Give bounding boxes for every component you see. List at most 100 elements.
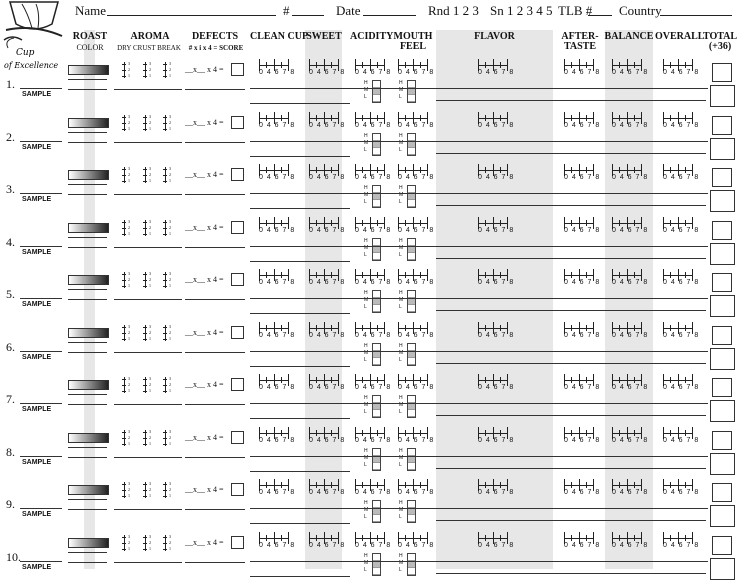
balance-scale[interactable]: 0 4 6 7 8: [612, 427, 647, 444]
notes-line[interactable]: [250, 88, 708, 89]
acidity-intensity-box[interactable]: [372, 238, 381, 261]
sample-name-field[interactable]: [20, 403, 62, 404]
mouthfeel-scale[interactable]: 0 4 6 7 8: [398, 532, 433, 549]
flavor-scale[interactable]: 0 4 6 7 8: [478, 112, 513, 129]
sweet-scale[interactable]: 0 4 6 7 8: [309, 479, 344, 496]
defect-score-box[interactable]: [231, 431, 244, 444]
sweet-scale[interactable]: 0 4 6 7 8: [309, 164, 344, 181]
defect-line[interactable]: [185, 457, 245, 458]
total-score-box[interactable]: [712, 116, 732, 135]
notes-line[interactable]: [436, 258, 706, 259]
tlb-field[interactable]: [588, 15, 612, 16]
final-score-box[interactable]: [710, 453, 735, 475]
defect-score-box[interactable]: [231, 168, 244, 181]
total-score-box[interactable]: [712, 326, 732, 345]
acidity-intensity-box[interactable]: [372, 290, 381, 313]
sample-name-field[interactable]: [20, 193, 62, 194]
roast-line[interactable]: [68, 457, 107, 458]
notes-line[interactable]: [250, 156, 350, 157]
sample-name-field[interactable]: [20, 351, 62, 352]
clean-cup-scale[interactable]: 0 4 6 7 8: [259, 59, 294, 76]
acidity-scale[interactable]: 0 4 6 7 8: [355, 112, 390, 129]
balance-scale[interactable]: 0 4 6 7 8: [612, 532, 647, 549]
session-label[interactable]: Sn 1 2 3 4 5: [490, 3, 553, 18]
acidity-scale[interactable]: 0 4 6 7 8: [355, 427, 390, 444]
aroma-line[interactable]: [114, 457, 182, 458]
flavor-scale[interactable]: 0 4 6 7 8: [478, 427, 513, 444]
notes-line[interactable]: [250, 208, 350, 209]
balance-scale[interactable]: 0 4 6 7 8: [612, 322, 647, 339]
acidity-scale[interactable]: 0 4 6 7 8: [355, 59, 390, 76]
sample-name-field[interactable]: [20, 561, 62, 562]
final-score-box[interactable]: [710, 295, 735, 317]
total-score-box[interactable]: [712, 483, 732, 502]
notes-line[interactable]: [250, 418, 350, 419]
final-score-box[interactable]: [710, 85, 735, 107]
sample-name-field[interactable]: [20, 456, 62, 457]
acidity-scale[interactable]: 0 4 6 7 8: [355, 164, 390, 181]
name-field[interactable]: [107, 15, 276, 16]
aroma-line[interactable]: [114, 247, 182, 248]
notes-line[interactable]: [436, 205, 706, 206]
mouthfeel-scale[interactable]: 0 4 6 7 8: [398, 164, 433, 181]
notes-line[interactable]: [250, 298, 708, 299]
total-score-box[interactable]: [712, 221, 732, 240]
overall-scale[interactable]: 0 4 6 7 8: [663, 59, 698, 76]
overall-scale[interactable]: 0 4 6 7 8: [663, 427, 698, 444]
balance-scale[interactable]: 0 4 6 7 8: [612, 217, 647, 234]
sweet-scale[interactable]: 0 4 6 7 8: [309, 322, 344, 339]
aftertaste-scale[interactable]: 0 4 6 7 8: [564, 322, 599, 339]
acidity-intensity-box[interactable]: [372, 80, 381, 103]
notes-line[interactable]: [250, 561, 708, 562]
notes-line[interactable]: [250, 523, 350, 524]
sweet-scale[interactable]: 0 4 6 7 8: [309, 532, 344, 549]
aroma-line[interactable]: [114, 562, 182, 563]
balance-scale[interactable]: 0 4 6 7 8: [612, 479, 647, 496]
roast-line[interactable]: [68, 247, 107, 248]
roast-line[interactable]: [68, 79, 107, 80]
aftertaste-scale[interactable]: 0 4 6 7 8: [564, 164, 599, 181]
clean-cup-scale[interactable]: 0 4 6 7 8: [259, 532, 294, 549]
final-score-box[interactable]: [710, 400, 735, 422]
mouthfeel-intensity-box[interactable]: [407, 448, 416, 471]
acidity-scale[interactable]: 0 4 6 7 8: [355, 374, 390, 391]
balance-scale[interactable]: 0 4 6 7 8: [612, 59, 647, 76]
notes-line[interactable]: [250, 456, 708, 457]
aftertaste-scale[interactable]: 0 4 6 7 8: [564, 532, 599, 549]
clean-cup-scale[interactable]: 0 4 6 7 8: [259, 427, 294, 444]
total-score-box[interactable]: [712, 63, 732, 82]
notes-line[interactable]: [250, 471, 350, 472]
aftertaste-scale[interactable]: 0 4 6 7 8: [564, 217, 599, 234]
aftertaste-scale[interactable]: 0 4 6 7 8: [564, 112, 599, 129]
clean-cup-scale[interactable]: 0 4 6 7 8: [259, 164, 294, 181]
defect-score-box[interactable]: [231, 63, 244, 76]
total-score-box[interactable]: [712, 431, 732, 450]
mouthfeel-intensity-box[interactable]: [407, 133, 416, 156]
balance-scale[interactable]: 0 4 6 7 8: [612, 112, 647, 129]
roast-line[interactable]: [68, 184, 107, 185]
final-score-box[interactable]: [710, 138, 735, 160]
mouthfeel-intensity-box[interactable]: [407, 238, 416, 261]
clean-cup-scale[interactable]: 0 4 6 7 8: [259, 374, 294, 391]
mouthfeel-intensity-box[interactable]: [407, 343, 416, 366]
acidity-scale[interactable]: 0 4 6 7 8: [355, 217, 390, 234]
mouthfeel-scale[interactable]: 0 4 6 7 8: [398, 374, 433, 391]
roast-line[interactable]: [68, 299, 107, 300]
total-score-box[interactable]: [712, 168, 732, 187]
aftertaste-scale[interactable]: 0 4 6 7 8: [564, 427, 599, 444]
acidity-intensity-box[interactable]: [372, 553, 381, 576]
